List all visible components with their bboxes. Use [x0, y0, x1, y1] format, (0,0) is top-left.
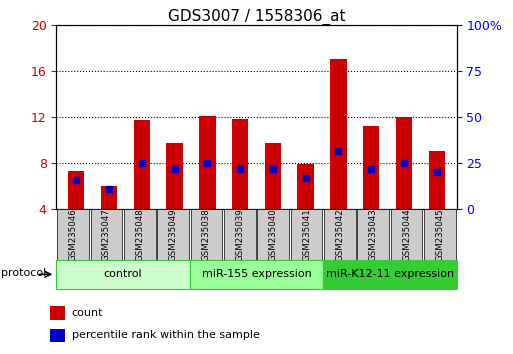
Bar — [191, 209, 222, 260]
Text: percentile rank within the sample: percentile rank within the sample — [72, 330, 260, 341]
Bar — [166, 143, 183, 209]
Text: GSM235044: GSM235044 — [402, 208, 411, 261]
Bar — [258, 209, 289, 260]
Bar — [323, 260, 457, 289]
Bar — [133, 120, 150, 209]
Bar — [56, 260, 190, 289]
Bar — [190, 260, 323, 289]
Text: count: count — [72, 308, 103, 318]
Bar — [424, 209, 456, 260]
Bar — [224, 209, 255, 260]
Text: miR-155 expression: miR-155 expression — [202, 269, 311, 279]
Bar — [391, 209, 422, 260]
Bar — [91, 209, 122, 260]
Text: protocol: protocol — [1, 268, 46, 278]
Text: GSM235038: GSM235038 — [202, 208, 211, 261]
Bar — [396, 117, 412, 209]
Text: GSM235039: GSM235039 — [235, 208, 244, 261]
Bar — [232, 119, 248, 209]
Bar — [157, 209, 189, 260]
Bar — [291, 209, 322, 260]
Text: GSM235045: GSM235045 — [436, 208, 444, 261]
Bar — [124, 209, 155, 260]
Text: GSM235048: GSM235048 — [135, 208, 144, 261]
Bar — [50, 307, 65, 320]
Text: control: control — [104, 269, 143, 279]
Bar — [429, 152, 445, 209]
Text: GSM235043: GSM235043 — [369, 208, 378, 261]
Bar — [358, 209, 389, 260]
Text: GSM235049: GSM235049 — [169, 208, 177, 261]
Text: GSM235042: GSM235042 — [336, 208, 344, 261]
Text: miR-K12-11 expression: miR-K12-11 expression — [326, 269, 454, 279]
Bar — [199, 116, 215, 209]
Bar — [50, 329, 65, 342]
Bar — [101, 186, 117, 209]
Text: GSM235046: GSM235046 — [69, 208, 77, 261]
Text: GSM235041: GSM235041 — [302, 208, 311, 261]
Text: GDS3007 / 1558306_at: GDS3007 / 1558306_at — [168, 9, 345, 25]
Bar — [298, 164, 314, 209]
Bar — [330, 59, 347, 209]
Bar — [363, 126, 380, 209]
Text: GSM235047: GSM235047 — [102, 208, 111, 261]
Bar — [265, 143, 281, 209]
Text: GSM235040: GSM235040 — [269, 208, 278, 261]
Bar — [57, 209, 89, 260]
Bar — [324, 209, 356, 260]
Bar — [68, 171, 84, 209]
